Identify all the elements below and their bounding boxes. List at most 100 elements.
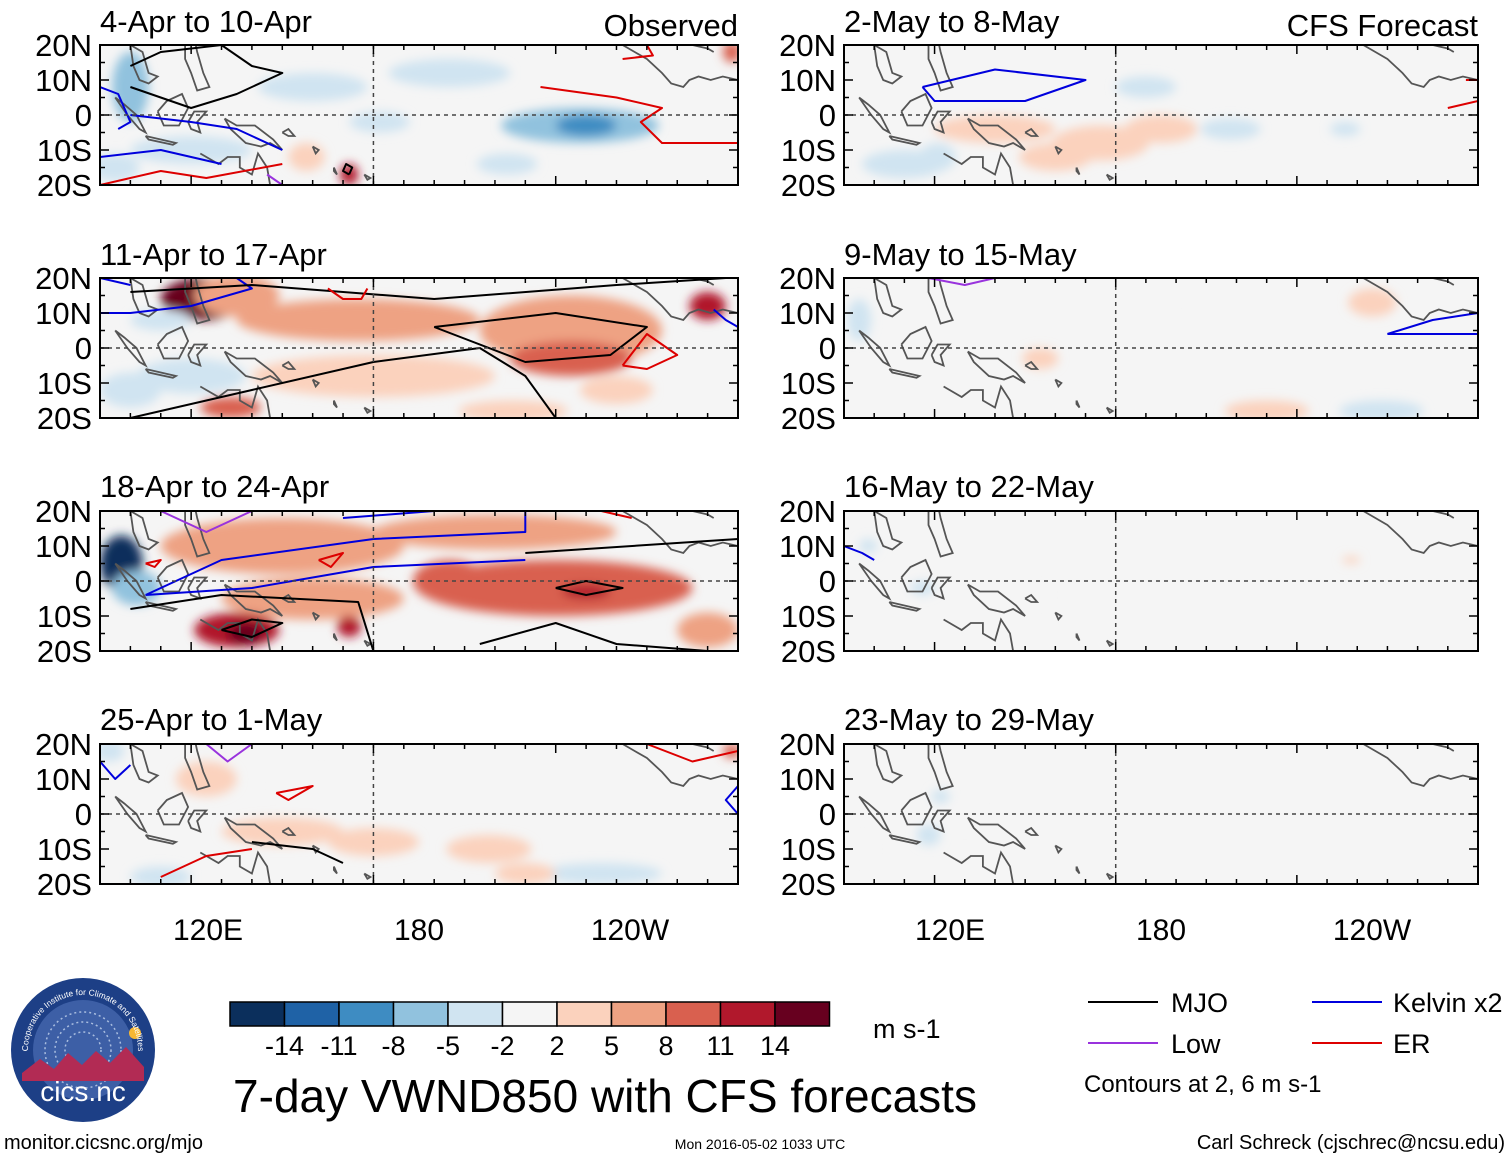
coastline — [129, 45, 160, 85]
coastline — [281, 127, 297, 137]
wind-anomaly-patch — [561, 584, 611, 599]
wave-contour — [251, 173, 284, 185]
coastline — [144, 368, 179, 379]
coastline — [1105, 639, 1115, 648]
wave-contour — [1387, 312, 1478, 335]
lon-tick-label: 120E — [173, 914, 243, 947]
panel-title: 4-Apr to 10-Apr — [100, 4, 312, 39]
wind-anomaly-patch — [412, 560, 486, 602]
legend-label-mjo: MJO — [1171, 988, 1228, 1018]
logo-sun — [129, 1027, 141, 1039]
lat-tick-label: 0 — [75, 797, 92, 832]
wave-contour — [275, 785, 314, 801]
coastline — [311, 611, 321, 622]
wave-contour — [145, 559, 162, 568]
lat-tick-label: 10S — [37, 599, 92, 634]
wind-field — [100, 278, 726, 418]
wind-anomaly-patch — [112, 52, 149, 122]
coastline — [1105, 872, 1115, 881]
coastline — [900, 325, 933, 360]
panel-title: 16-May to 22-May — [844, 469, 1094, 504]
lat-tick-label: 10N — [779, 529, 836, 564]
observed-label: Observed — [604, 8, 738, 43]
lat-tick-label: 20N — [35, 494, 92, 529]
lat-tick-label: 0 — [819, 331, 836, 366]
coastline — [1024, 826, 1040, 836]
panel-title: 11-Apr to 17-Apr — [100, 237, 327, 272]
panel-title: 2-May to 8-May — [844, 4, 1060, 39]
wave-contour — [221, 618, 284, 638]
lon-tick-label: 180 — [394, 914, 444, 947]
coastline — [144, 834, 179, 845]
colorbar-tick-label: 8 — [658, 1031, 673, 1061]
contours — [928, 278, 1478, 335]
wind-anomaly-patch — [1224, 400, 1309, 418]
wind-anomaly-patch — [112, 570, 161, 606]
lat-tick-label: 20N — [35, 261, 92, 296]
wave-contour — [479, 622, 708, 651]
wind-anomaly-patch — [100, 744, 125, 762]
coastline — [967, 117, 1026, 151]
wind-anomaly-patch — [934, 115, 1056, 143]
wind-anomaly-patch — [919, 143, 956, 171]
contours — [100, 45, 738, 185]
lat-tick-label: 0 — [819, 797, 836, 832]
coastline — [333, 866, 338, 875]
wind-anomaly-patch — [853, 838, 872, 860]
wind-anomaly-patch — [476, 153, 538, 175]
wind-anomaly-patch — [388, 59, 511, 87]
lat-tick-label: 10S — [781, 133, 836, 168]
coastline — [1075, 400, 1081, 409]
wind-anomaly-patch — [494, 863, 556, 884]
wave-contour — [621, 333, 679, 370]
wave-contour — [129, 45, 284, 109]
wave-contour — [100, 278, 131, 286]
contours — [130, 511, 738, 651]
coastline — [1362, 45, 1478, 89]
wind-anomaly-patch — [910, 581, 935, 595]
lat-tick-label: 20S — [781, 168, 836, 203]
wave-contour — [540, 86, 738, 144]
lat-tick-label: 10N — [779, 762, 836, 797]
coastline — [184, 45, 211, 92]
wind-anomaly-patch — [458, 400, 568, 418]
coastline — [363, 173, 373, 182]
wind-anomaly-patch — [1342, 556, 1361, 564]
lat-tick-label: 20N — [779, 28, 836, 63]
wind-anomaly-patch — [555, 115, 617, 136]
coastline — [333, 400, 338, 409]
colorbar-swatch — [447, 1001, 504, 1027]
lon-axis-forecast: 120E 180 120W — [915, 914, 1412, 947]
wind-anomaly-patch — [200, 397, 262, 418]
forecast-label: CFS Forecast — [1287, 8, 1479, 43]
wind-field — [100, 744, 738, 884]
coastline — [622, 278, 738, 322]
coastline — [1105, 406, 1115, 415]
wind-anomaly-patch — [1022, 348, 1059, 369]
wind-anomaly-patch — [1330, 122, 1361, 136]
colorbar-swatch — [338, 1001, 395, 1027]
coastline — [223, 350, 283, 384]
coastline — [930, 343, 952, 367]
contours — [844, 545, 875, 561]
colorbar-tick-label: -2 — [490, 1031, 514, 1061]
coastline — [333, 167, 338, 176]
colorbar-swatch — [774, 1001, 831, 1027]
lat-tick-label: 10S — [37, 133, 92, 168]
coastline — [223, 583, 283, 617]
wave-contour — [130, 114, 283, 151]
coastline — [1024, 593, 1040, 603]
coastline — [281, 593, 297, 603]
logo-mountains — [22, 1047, 144, 1081]
footer-timestamp: Mon 2016-05-02 1033 UTC — [675, 1136, 845, 1152]
wave-contour — [622, 45, 654, 60]
coastline — [1075, 633, 1081, 642]
wind-anomaly-patch — [100, 153, 140, 182]
lat-tick-label: 20S — [37, 867, 92, 902]
wind-anomaly-patch — [349, 111, 410, 133]
wind-anomaly-patch — [859, 539, 878, 553]
colorbar-swatch — [392, 1001, 449, 1027]
coastline — [943, 617, 1014, 651]
coastline — [156, 791, 190, 826]
